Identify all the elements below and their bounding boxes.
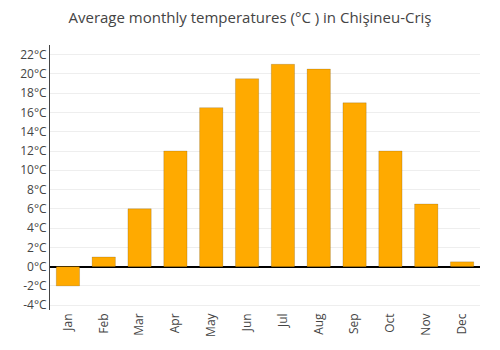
svg-text:Nov: Nov xyxy=(417,313,434,335)
svg-text:Apr: Apr xyxy=(166,313,183,333)
svg-text:Feb: Feb xyxy=(95,313,112,333)
svg-text:Sep: Sep xyxy=(345,313,362,334)
svg-text:Oct: Oct xyxy=(381,313,398,332)
svg-text:18°C: 18°C xyxy=(20,84,47,101)
svg-text:2°C: 2°C xyxy=(27,239,47,256)
svg-text:0°C: 0°C xyxy=(27,258,47,275)
svg-text:Dec: Dec xyxy=(453,313,470,334)
svg-text:Jan: Jan xyxy=(59,313,76,331)
svg-text:Aug: Aug xyxy=(310,313,327,335)
svg-text:20°C: 20°C xyxy=(20,65,47,82)
svg-text:10°C: 10°C xyxy=(20,161,47,178)
svg-text:8°C: 8°C xyxy=(27,181,47,198)
svg-text:6°C: 6°C xyxy=(27,200,47,217)
svg-text:Average monthly temperatures (: Average monthly temperatures (°C ) in Ch… xyxy=(69,7,432,27)
svg-text:22°C: 22°C xyxy=(20,46,47,63)
svg-text:4°C: 4°C xyxy=(27,219,47,236)
svg-text:14°C: 14°C xyxy=(20,123,47,140)
svg-text:Jun: Jun xyxy=(238,313,255,332)
svg-text:-2°C: -2°C xyxy=(23,277,47,294)
svg-text:-4°C: -4°C xyxy=(23,296,47,313)
svg-text:Mar: Mar xyxy=(130,313,147,335)
svg-text:16°C: 16°C xyxy=(20,104,47,121)
svg-text:Jul: Jul xyxy=(274,313,291,328)
svg-text:May: May xyxy=(202,312,219,336)
svg-text:12°C: 12°C xyxy=(20,142,47,159)
